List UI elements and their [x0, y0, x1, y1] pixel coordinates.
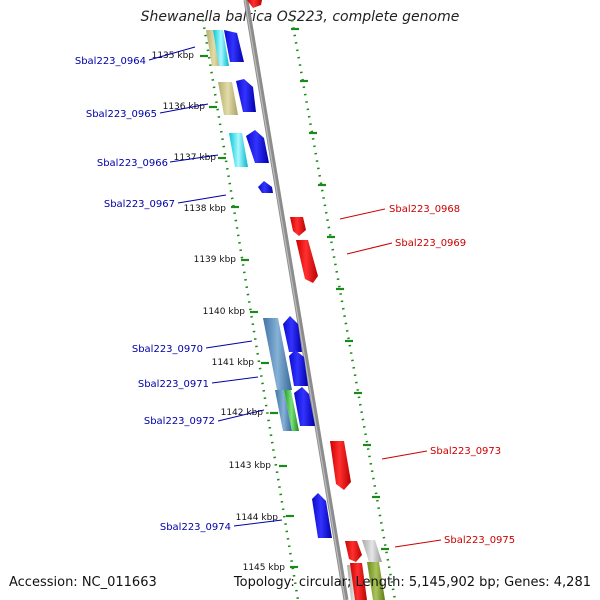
ruler-minor-ticks	[291, 27, 389, 551]
kbp-label: 1144 kbp	[236, 513, 279, 523]
gene-label[interactable]: Sbal223_0973	[430, 446, 501, 457]
feature-block	[218, 82, 238, 115]
feature-block	[229, 133, 248, 167]
gene-label[interactable]: Sbal223_0968	[389, 204, 460, 215]
gene-label[interactable]: Sbal223_0975	[444, 535, 515, 546]
gene-arrow-0971	[289, 350, 308, 386]
genome-summary-text: Topology: circular; Length: 5,145,902 bp…	[233, 575, 591, 590]
kbp-label: 1136 kbp	[163, 102, 206, 112]
gene-label[interactable]: Sbal223_0967	[104, 199, 175, 210]
kbp-label: 1145 kbp	[243, 563, 286, 573]
feature-block	[284, 390, 299, 431]
ruler-line-left	[201, 19, 300, 600]
gene-label[interactable]: Sbal223_0970	[132, 344, 203, 355]
feature-block	[367, 562, 385, 600]
feature-block	[362, 540, 382, 562]
gene-label[interactable]: Sbal223_0972	[144, 416, 215, 427]
ruler-line-right	[290, 19, 397, 600]
kbp-label: 1135 kbp	[152, 51, 195, 61]
gene-label[interactable]: Sbal223_0965	[86, 109, 157, 120]
gene-arrow-0966	[246, 130, 269, 163]
genome-backbone	[243, 0, 349, 600]
gene-arrow-0974	[312, 493, 332, 538]
kbp-tick-marks	[200, 54, 298, 569]
gene-label[interactable]: Sbal223_0971	[138, 379, 209, 390]
gene-arrow-0975	[345, 541, 362, 562]
kbp-label: 1140 kbp	[203, 307, 246, 317]
gene-arrow-0970a	[283, 316, 302, 352]
gene-arrows	[224, 0, 367, 600]
gene-arrow-0973	[330, 441, 351, 490]
gene-arrow-0969	[296, 240, 318, 283]
gene-arrow-0972	[294, 387, 315, 426]
gene-arrow-0968	[290, 217, 306, 236]
kbp-label: 1139 kbp	[194, 255, 237, 265]
kbp-label: 1138 kbp	[184, 204, 227, 214]
kbp-label: 1142 kbp	[221, 408, 264, 418]
gene-labels: Sbal223_0964 Sbal223_0965 Sbal223_0966 S…	[75, 56, 515, 546]
gene-label[interactable]: Sbal223_0964	[75, 56, 146, 67]
gene-label[interactable]: Sbal223_0974	[160, 522, 231, 533]
genome-title: Shewanella baltica OS223, complete genom…	[140, 9, 460, 25]
gene-arrow-0964	[224, 30, 244, 62]
gene-arrow-0965	[236, 79, 256, 112]
gene-arrow-0967	[258, 181, 273, 193]
feature-block	[275, 390, 292, 431]
kbp-label: 1143 kbp	[229, 461, 272, 471]
feature-block	[213, 30, 229, 66]
gene-arrow-bottom	[350, 563, 367, 600]
label-leader-lines	[148, 46, 442, 548]
feature-tracks	[206, 30, 385, 600]
accession-text: Accession: NC_011663	[9, 575, 157, 590]
gene-label[interactable]: Sbal223_0966	[97, 158, 168, 169]
gene-label[interactable]: Sbal223_0969	[395, 238, 466, 249]
kbp-label: 1141 kbp	[212, 358, 255, 368]
feature-block	[263, 318, 292, 390]
gene-arrow-top-reverse	[247, 0, 262, 8]
